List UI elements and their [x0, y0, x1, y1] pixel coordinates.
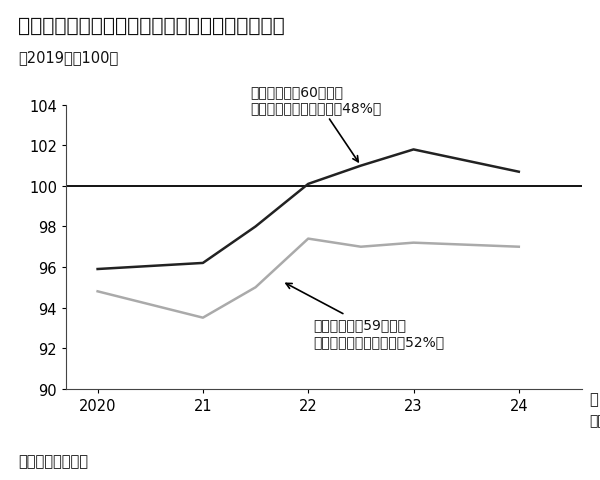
Text: 年: 年 [589, 392, 598, 407]
Text: （出所）　総務省: （出所） 総務省 [18, 453, 88, 468]
Text: （上期）: （上期） [589, 414, 600, 428]
Text: （2019年＝100）: （2019年＝100） [18, 50, 118, 65]
Text: 世帯主の年齢59歳以下
名目消費支出額（シェア52%）: 世帯主の年齢59歳以下 名目消費支出額（シェア52%） [286, 284, 445, 348]
Text: 世帯主の年齢60歳以上
名目消費支出額（シェア48%）: 世帯主の年齢60歳以上 名目消費支出額（シェア48%） [250, 84, 382, 162]
Text: ［図表］　世帯主の年齢別名目消費支出額の推移: ［図表］ 世帯主の年齢別名目消費支出額の推移 [18, 17, 285, 36]
